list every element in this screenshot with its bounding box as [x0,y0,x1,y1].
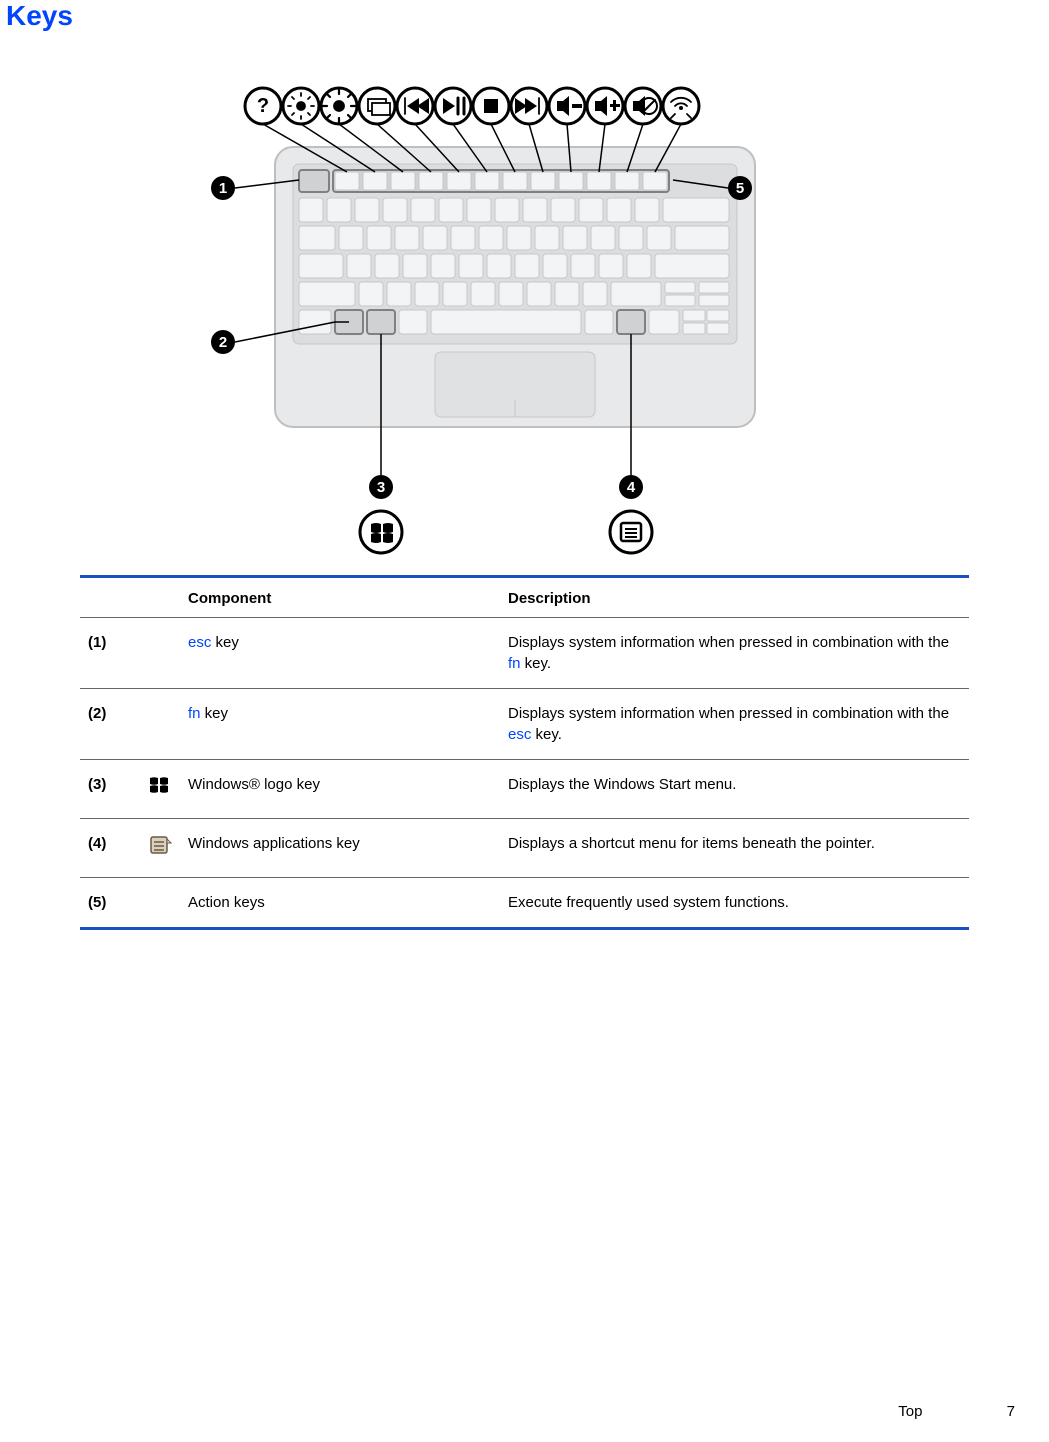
row-description: Execute frequently used system functions… [500,878,969,929]
windows-logo-icon [140,760,180,819]
header-description: Description [500,577,969,618]
windows-app-icon [140,819,180,878]
page-title: Keys [6,0,1049,32]
svg-text:4: 4 [626,479,635,496]
row-number: (4) [80,819,140,878]
header-blank2 [140,577,180,618]
svg-text:?: ? [256,95,268,117]
row-number: (3) [80,760,140,819]
svg-text:3: 3 [376,479,384,496]
footer-section: Top [898,1403,922,1420]
row-component: Action keys [180,878,500,929]
table-row: (3) Windows® logo keyDisplays the Windows… [80,760,969,819]
row-component: fn key [180,689,500,760]
page-footer: Top 7 [898,1403,1015,1420]
table-row: (1) esc keyDisplays system information wh… [80,618,969,689]
keyboard-body [275,147,755,427]
row-component: Windows applications key [180,819,500,878]
bottom-detail-circles [360,511,652,553]
row-icon-empty [140,878,180,929]
table-row: (5) Action keysExecute frequently used sy… [80,878,969,929]
row-icon-empty [140,689,180,760]
svg-text:5: 5 [735,180,743,197]
keyboard-diagram: ? 1 [205,52,845,557]
row-icon-empty [140,618,180,689]
svg-text:1: 1 [218,180,226,197]
footer-page-number: 7 [1007,1403,1015,1420]
header-component: Component [180,577,500,618]
row-number: (1) [80,618,140,689]
row-description: Displays a shortcut menu for items benea… [500,819,969,878]
row-description: Displays system information when pressed… [500,618,969,689]
row-description: Displays the Windows Start menu. [500,760,969,819]
table-row: (4) Windows applications keyDisplays a sh… [80,819,969,878]
row-number: (5) [80,878,140,929]
row-component: esc key [180,618,500,689]
row-number: (2) [80,689,140,760]
row-component: Windows® logo key [180,760,500,819]
keys-table: Component Description (1)esc keyDisplays… [80,575,969,930]
svg-text:2: 2 [218,334,226,351]
header-blank [80,577,140,618]
row-description: Displays system information when pressed… [500,689,969,760]
table-row: (2) fn keyDisplays system information whe… [80,689,969,760]
